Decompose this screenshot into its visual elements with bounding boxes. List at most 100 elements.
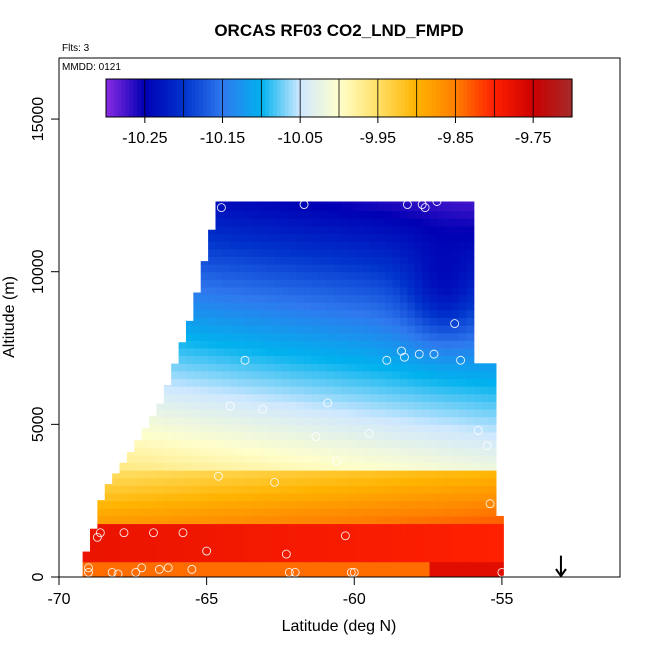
heatmap-cell bbox=[230, 554, 239, 563]
heatmap-cell bbox=[466, 447, 475, 456]
heatmap-cell bbox=[289, 500, 298, 509]
heatmap-cell bbox=[289, 332, 298, 341]
heatmap-cell bbox=[208, 416, 216, 425]
heatmap-cell bbox=[178, 447, 187, 456]
heatmap-cell bbox=[304, 401, 312, 410]
heatmap-cell bbox=[171, 515, 180, 525]
heatmap-cell bbox=[178, 554, 187, 563]
observation-point bbox=[402, 200, 412, 209]
heatmap-cell bbox=[311, 439, 320, 448]
heatmap-cell bbox=[237, 218, 246, 227]
heatmap-cell bbox=[222, 340, 231, 349]
heatmap-cell bbox=[377, 523, 386, 532]
heatmap-cell bbox=[185, 424, 194, 433]
heatmap-cell bbox=[215, 370, 224, 380]
heatmap-cell bbox=[281, 470, 290, 479]
heatmap-cell bbox=[326, 325, 335, 334]
heatmap-cell bbox=[400, 363, 408, 372]
heatmap-cell bbox=[451, 447, 460, 456]
heatmap-cell bbox=[385, 401, 394, 410]
heatmap-cell bbox=[311, 424, 320, 433]
heatmap-cell bbox=[156, 523, 165, 532]
observation-point bbox=[154, 564, 164, 574]
colorbar-swatch bbox=[292, 79, 297, 117]
heatmap-cell bbox=[318, 485, 327, 494]
heatmap-cell bbox=[451, 493, 460, 502]
heatmap-cell bbox=[414, 462, 423, 471]
heatmap-cell bbox=[296, 508, 305, 517]
heatmap-cell bbox=[237, 424, 246, 433]
heatmap-cell bbox=[267, 393, 276, 402]
heatmap-cell bbox=[355, 264, 364, 273]
heatmap-cell bbox=[348, 386, 357, 395]
heatmap-cell bbox=[363, 416, 372, 425]
heatmap-cell bbox=[385, 393, 394, 402]
heatmap-cell bbox=[259, 264, 268, 273]
heatmap-cell bbox=[429, 279, 438, 288]
heatmap-cell bbox=[473, 569, 482, 577]
heatmap-cell bbox=[466, 409, 475, 418]
heatmap-cell bbox=[112, 493, 121, 502]
heatmap-cell bbox=[451, 279, 460, 288]
heatmap-cell bbox=[296, 309, 305, 318]
heatmap-cell bbox=[252, 294, 261, 303]
heatmap-cell bbox=[377, 355, 386, 364]
heatmap-cell bbox=[208, 294, 216, 303]
heatmap-cell bbox=[185, 325, 194, 334]
heatmap-cell bbox=[252, 248, 261, 257]
heatmap-cell bbox=[422, 309, 431, 318]
heatmap-cell bbox=[333, 294, 342, 303]
heatmap-cell bbox=[296, 233, 305, 242]
heatmap-cell bbox=[392, 241, 401, 250]
heatmap-cell bbox=[230, 201, 239, 204]
observation-point bbox=[349, 567, 359, 577]
heatmap-cell bbox=[126, 538, 135, 547]
colorbar-swatch bbox=[199, 79, 204, 117]
heatmap-cell bbox=[208, 424, 216, 433]
observation-points bbox=[84, 190, 507, 579]
heatmap-cell bbox=[451, 370, 460, 380]
heatmap-cell bbox=[200, 470, 209, 479]
heatmap-cell bbox=[340, 348, 349, 357]
heatmap-cell bbox=[289, 317, 298, 326]
heatmap-cell bbox=[481, 561, 490, 570]
heatmap-cell bbox=[222, 378, 231, 387]
heatmap-cell bbox=[333, 241, 342, 250]
heatmap-cell bbox=[208, 447, 216, 456]
heatmap-cell bbox=[429, 201, 438, 204]
heatmap-cell bbox=[245, 264, 253, 273]
heatmap-cell bbox=[171, 538, 180, 547]
heatmap-cell bbox=[333, 317, 342, 326]
heatmap-cell bbox=[163, 431, 172, 441]
heatmap-cell bbox=[119, 485, 128, 494]
heatmap-cell bbox=[252, 477, 261, 486]
heatmap-cell bbox=[200, 317, 209, 326]
heatmap-cell bbox=[377, 302, 386, 311]
heatmap-cell bbox=[171, 370, 180, 380]
heatmap-cell bbox=[163, 470, 172, 479]
heatmap-cell bbox=[222, 248, 231, 257]
heatmap-cell bbox=[156, 508, 165, 517]
heatmap-cell bbox=[259, 302, 268, 311]
heatmap-cell bbox=[377, 256, 386, 265]
heatmap-cell bbox=[237, 416, 246, 425]
heatmap-cell bbox=[259, 386, 268, 395]
heatmap-cell bbox=[149, 561, 157, 570]
heatmap-cell bbox=[311, 218, 320, 227]
heatmap-cell bbox=[171, 363, 180, 372]
heatmap-cell bbox=[459, 500, 467, 509]
heatmap-cell bbox=[414, 561, 423, 570]
heatmap-cell bbox=[473, 378, 482, 387]
heatmap-cell bbox=[459, 302, 467, 311]
colorbar-tick-label: -9.85 bbox=[437, 130, 474, 147]
heatmap-cell bbox=[193, 317, 202, 326]
heatmap-cell bbox=[466, 241, 475, 250]
heatmap-cell bbox=[245, 201, 253, 204]
heatmap-cell bbox=[488, 485, 497, 494]
heatmap-cell bbox=[200, 370, 209, 380]
heatmap-cell bbox=[259, 348, 268, 357]
heatmap-cell bbox=[444, 454, 453, 464]
heatmap-cell bbox=[259, 355, 268, 364]
heatmap-cell bbox=[436, 370, 445, 380]
heatmap-cell bbox=[340, 279, 349, 288]
